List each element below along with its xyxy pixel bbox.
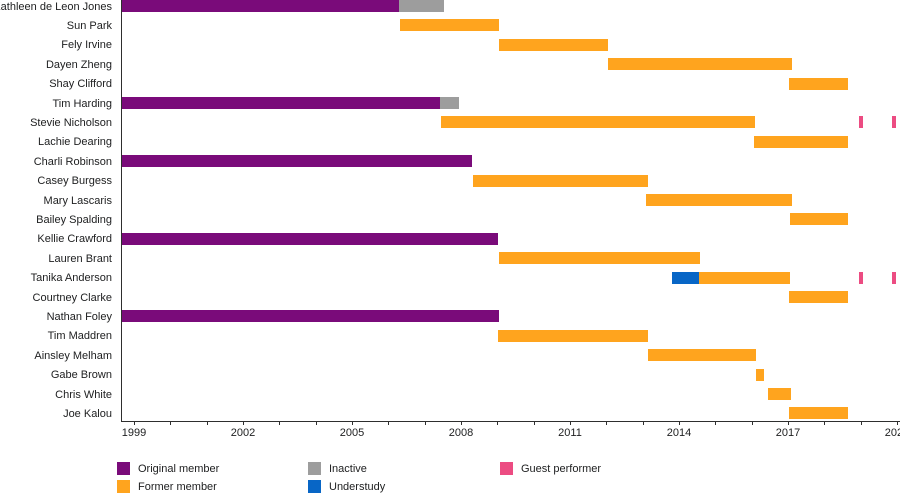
x-axis-tick (424, 421, 426, 425)
legend-label: Former member (138, 481, 217, 493)
timeline-segment-original (122, 155, 472, 168)
member-label: Mary Lascaris (43, 194, 112, 207)
x-axis-tick (642, 421, 644, 425)
timeline-segment-former (789, 291, 848, 303)
timeline-segment-former (498, 329, 649, 342)
member-label: Sun Park (66, 19, 112, 32)
timeline-segment-original (122, 97, 440, 109)
timeline-segment-former (768, 388, 791, 400)
member-label: Shay Clifford (49, 78, 112, 91)
timeline-segment-former (789, 407, 848, 420)
x-axis-tick-label: 2011 (558, 427, 582, 439)
x-axis-tick-label: 2002 (230, 427, 256, 439)
legend-swatch-inactive (308, 462, 321, 475)
member-label: Tim Maddren (47, 330, 112, 343)
timeline-segment-former (608, 58, 792, 71)
x-axis-tick-label: 2005 (339, 427, 365, 439)
x-axis-tick-label: 1999 (121, 427, 147, 439)
member-label: Fely Irvine (61, 39, 112, 52)
x-axis-tick (533, 421, 535, 425)
timeline-segment-original (122, 232, 499, 245)
timeline-segment-former (646, 194, 792, 206)
member-label: Bailey Spalding (36, 213, 112, 226)
x-axis-tick (715, 421, 717, 425)
member-label: Lauren Brant (48, 252, 112, 265)
legend-label: Understudy (329, 481, 386, 493)
timeline-segment-guest (891, 116, 896, 129)
member-label: Nathan Foley (46, 310, 112, 323)
timeline-segment-guest (858, 271, 863, 284)
plot-area: 1999 2002 2005 2008 2011 2014 2017 2020 (121, 0, 900, 439)
legend-label: Guest performer (521, 463, 602, 475)
legend-swatch-former (117, 480, 130, 493)
x-axis-tick-label: 2014 (666, 427, 692, 439)
member-label: Ainsley Melham (34, 349, 112, 362)
x-axis-tick (497, 421, 499, 425)
x-axis-tick-label: 2008 (448, 427, 474, 439)
x-axis-tick (315, 421, 317, 425)
x-axis-tick (133, 421, 135, 425)
member-label: Charli Robinson (33, 155, 112, 168)
x-axis-tick (206, 421, 208, 425)
x-axis-tick (824, 421, 826, 425)
x-axis-tick (751, 421, 753, 425)
member-label: Dayen Zheng (45, 58, 112, 71)
timeline-segment-former (648, 349, 757, 362)
timeline-segment-former (499, 38, 609, 51)
member-label: Joe Kalou (63, 407, 112, 420)
timeline-segment-former (399, 19, 500, 32)
timeline-segment-guest (858, 116, 863, 129)
x-axis-tick (170, 421, 172, 425)
x-axis-tick (788, 421, 789, 425)
member-label: Courtney Clarke (32, 291, 112, 304)
member-label: Chris White (55, 388, 112, 401)
x-axis-tick (860, 421, 862, 425)
member-label: Gabe Brown (50, 369, 112, 382)
member-label: Stevie Nicholson (30, 116, 112, 129)
timeline-segment-former (499, 252, 701, 265)
timeline-segment-former (698, 271, 790, 284)
timeline-segment-original (122, 0, 400, 12)
x-axis-tick (606, 421, 608, 425)
timeline-segment-former (754, 135, 848, 148)
member-label: Kathleen de Leon Jones (0, 0, 112, 13)
legend-swatch-guest (500, 462, 513, 475)
timeline-segment-former (441, 116, 756, 129)
member-label: Casey Burgess (37, 175, 112, 188)
timeline-segment-former (756, 368, 765, 381)
x-axis-tick (242, 421, 244, 425)
member-label: Tim Harding (52, 97, 113, 110)
timeline-segment-understudy (671, 271, 699, 284)
timeline-segment-guest (891, 271, 896, 284)
legend-swatch-understudy (308, 480, 321, 493)
timeline-segment-inactive (399, 0, 444, 12)
x-axis-tick-label: 2020 (884, 427, 900, 439)
y-axis-member-labels: Kathleen de Leon Jones Sun Park Fely Irvin… (0, 0, 112, 422)
member-label: Lachie Dearing (38, 136, 112, 149)
x-axis-tick (460, 421, 462, 425)
x-axis-tick (678, 421, 680, 425)
x-axis-tick (351, 421, 353, 425)
legend-swatch-original (117, 462, 130, 475)
legend-label: Inactive (329, 463, 367, 475)
x-axis-tick (569, 421, 571, 425)
x-axis-tick (897, 421, 898, 425)
timeline-segment-original (122, 310, 500, 323)
timeline-segment-former (789, 77, 848, 90)
member-label: Kellie Crawford (37, 233, 112, 246)
timeline-segment-former (472, 174, 649, 187)
legend-label: Original member (138, 463, 220, 475)
member-label: Tanika Anderson (30, 272, 112, 285)
timeline-segment-former (789, 213, 848, 226)
x-axis-tick (279, 421, 281, 425)
timeline-segment-inactive (439, 97, 460, 109)
x-axis-tick (388, 421, 390, 425)
x-axis-tick-label: 2017 (775, 427, 801, 439)
